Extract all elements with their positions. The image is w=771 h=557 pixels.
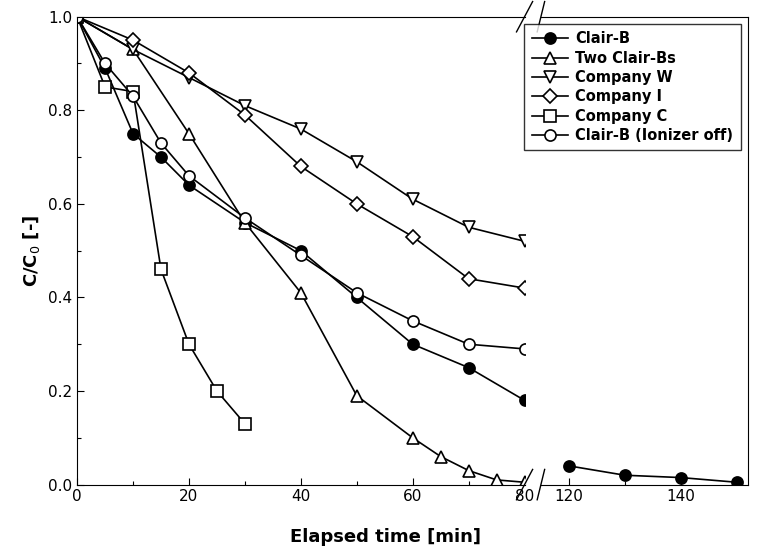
Company I	[296, 163, 305, 170]
Two Clair-Bs	[296, 290, 305, 296]
Company I	[129, 37, 138, 43]
Clair-B	[157, 154, 166, 160]
Clair-B	[72, 13, 82, 20]
Company I	[464, 275, 473, 282]
Clair-B	[296, 247, 305, 254]
Clair-B (Ionizer off)	[241, 214, 250, 221]
Company C	[184, 341, 194, 348]
Clair-B (Ionizer off)	[157, 140, 166, 146]
Company C	[72, 13, 82, 20]
Clair-B (Ionizer off)	[72, 13, 82, 20]
Clair-B	[520, 397, 529, 404]
Two Clair-Bs	[184, 130, 194, 137]
Company W	[129, 46, 138, 53]
Line: Company C: Company C	[72, 11, 251, 429]
Company W	[184, 74, 194, 81]
Clair-B (Ionizer off)	[296, 252, 305, 258]
Two Clair-Bs	[129, 46, 138, 53]
Company C	[212, 388, 221, 394]
Text: Elapsed time [min]: Elapsed time [min]	[290, 528, 481, 546]
Two Clair-Bs	[492, 477, 501, 483]
Company W	[352, 158, 362, 165]
Company I	[72, 13, 82, 20]
Legend: Clair-B, Two Clair-Bs, Company W, Company I, Company C, Clair-B (Ionizer off): Clair-B, Two Clair-Bs, Company W, Compan…	[524, 24, 741, 150]
Clair-B (Ionizer off)	[129, 93, 138, 100]
Clair-B	[184, 182, 194, 188]
Clair-B (Ionizer off)	[464, 341, 473, 348]
Clair-B (Ionizer off)	[408, 317, 417, 324]
Company W	[464, 224, 473, 231]
Line: Two Clair-Bs: Two Clair-Bs	[72, 11, 530, 488]
Company W	[408, 196, 417, 203]
Company W	[520, 238, 529, 245]
Two Clair-Bs	[352, 392, 362, 399]
Clair-B	[241, 219, 250, 226]
Two Clair-Bs	[241, 219, 250, 226]
Two Clair-Bs	[464, 467, 473, 474]
Company W	[241, 102, 250, 109]
Company I	[520, 285, 529, 291]
Company I	[408, 233, 417, 240]
Clair-B	[408, 341, 417, 348]
Company C	[157, 266, 166, 273]
Clair-B	[129, 130, 138, 137]
Two Clair-Bs	[408, 434, 417, 441]
Clair-B	[100, 65, 109, 71]
Company C	[100, 84, 109, 90]
Line: Company W: Company W	[72, 11, 530, 247]
Company W	[296, 126, 305, 133]
Line: Company I: Company I	[72, 12, 530, 293]
Y-axis label: C/C$_0$ [-]: C/C$_0$ [-]	[22, 214, 42, 287]
Clair-B (Ionizer off)	[520, 345, 529, 352]
Company C	[241, 421, 250, 427]
Clair-B	[464, 364, 473, 371]
Line: Clair-B: Clair-B	[72, 11, 530, 406]
Clair-B	[352, 294, 362, 301]
Company I	[241, 111, 250, 118]
Clair-B (Ionizer off)	[184, 173, 194, 179]
Two Clair-Bs	[72, 13, 82, 20]
Company I	[184, 70, 194, 76]
Company W	[72, 13, 82, 20]
Clair-B (Ionizer off)	[100, 60, 109, 67]
Two Clair-Bs	[520, 479, 529, 486]
Two Clair-Bs	[436, 453, 446, 460]
Clair-B (Ionizer off)	[352, 290, 362, 296]
Company C	[129, 88, 138, 95]
Line: Clair-B (Ionizer off): Clair-B (Ionizer off)	[72, 11, 530, 354]
Company I	[352, 201, 362, 207]
